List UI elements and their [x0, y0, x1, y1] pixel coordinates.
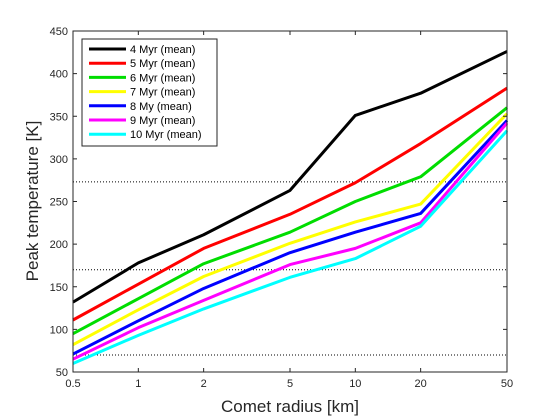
y-tick-label: 300 [50, 154, 68, 166]
legend-label-2: 6 Myr (mean) [130, 72, 195, 84]
legend-label-0: 4 Myr (mean) [130, 44, 195, 56]
y-axis-label: Peak temperature [K] [23, 121, 42, 282]
y-tick-label: 450 [50, 26, 68, 38]
x-tick-label: 2 [201, 378, 207, 390]
y-tick-label: 400 [50, 69, 68, 81]
y-tick-label: 350 [50, 111, 68, 123]
y-tick-label: 250 [50, 197, 68, 209]
x-tick-label: 1 [135, 378, 141, 390]
legend-label-4: 8 My (mean) [130, 101, 192, 113]
y-tick-labels: 50 100 150 200 250 300 350 400 450 [50, 26, 68, 379]
x-tick-label: 50 [501, 378, 513, 390]
y-tick-label: 200 [50, 239, 68, 251]
legend-label-3: 7 Myr (mean) [130, 87, 195, 99]
x-axis-label: Comet radius [km] [221, 397, 359, 416]
x-tick-label: 20 [415, 378, 427, 390]
legend: 4 Myr (mean) 5 Myr (mean) 6 Myr (mean) 7 My… [82, 39, 217, 146]
legend-label-1: 5 Myr (mean) [130, 58, 195, 70]
x-tick-label: 0.5 [65, 378, 80, 390]
x-tick-labels: 0.5 1 2 5 10 20 50 [65, 378, 513, 390]
y-tick-label: 100 [50, 324, 68, 336]
x-tick-label: 5 [287, 378, 293, 390]
legend-label-5: 9 Myr (mean) [130, 115, 195, 127]
y-tick-label: 50 [56, 367, 68, 379]
x-tick-label: 10 [349, 378, 361, 390]
y-tick-label: 150 [50, 282, 68, 294]
legend-label-6: 10 Myr (mean) [130, 129, 202, 141]
